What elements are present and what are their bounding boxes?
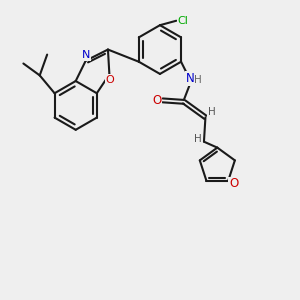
Text: N: N — [186, 72, 194, 85]
Text: Cl: Cl — [178, 16, 189, 26]
Text: O: O — [152, 94, 161, 107]
Text: H: H — [208, 107, 216, 117]
Text: O: O — [229, 177, 238, 190]
Text: O: O — [106, 75, 114, 85]
Text: H: H — [194, 134, 201, 144]
Text: H: H — [194, 75, 202, 85]
Text: N: N — [82, 50, 91, 60]
